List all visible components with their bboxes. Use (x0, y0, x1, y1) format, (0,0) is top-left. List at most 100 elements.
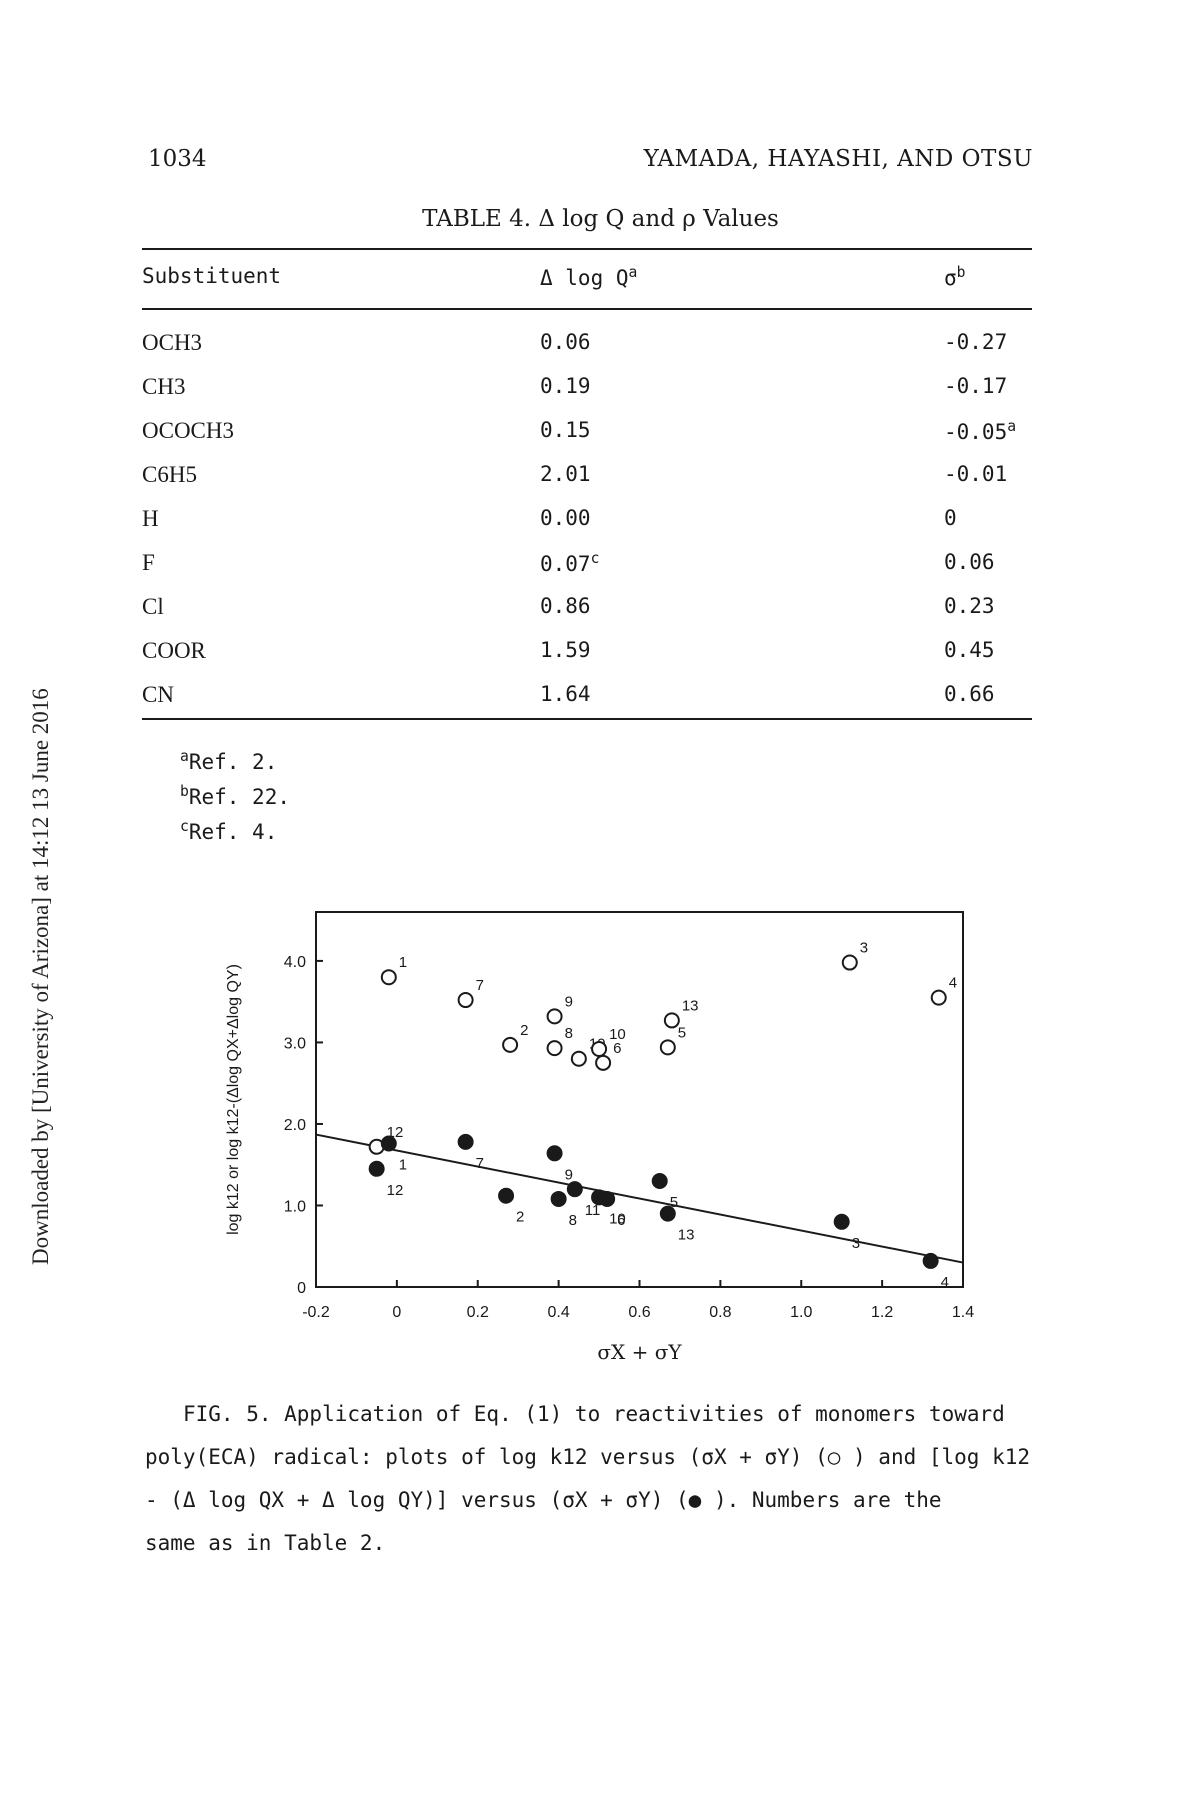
cell-substituent: Cl (142, 594, 164, 619)
open-point (930, 989, 947, 1006)
table-row: COOR 1.59 0.45 (142, 624, 1032, 668)
cell-sigma: 0.06 (944, 550, 995, 574)
point-label: 5 (670, 1194, 678, 1211)
x-tick-label: 0 (392, 1304, 401, 1321)
point-label: 10 (609, 1210, 626, 1227)
cell-delta-logq: 0.19 (540, 374, 591, 398)
point-label: 9 (565, 1166, 573, 1183)
cell-delta-logq: 1.64 (540, 682, 591, 706)
point-label: 4 (941, 1274, 949, 1291)
point-label: 1 (399, 1157, 407, 1174)
point-label: 3 (852, 1235, 860, 1252)
y-tick-label: 1.0 (284, 1198, 306, 1215)
filled-point (922, 1252, 939, 1269)
point-label: 11 (585, 1202, 601, 1219)
cell-substituent: H (142, 506, 159, 531)
cell-delta-logq: 0.86 (540, 594, 591, 618)
cell-delta-logq: 0.15 (540, 418, 591, 442)
scatter-plot: -0.2 0 0.2 0.4 0.6 0.8 1.0 1.2 1.4 0 1.0 2.0 3.0 4.0 σ… (225, 911, 974, 1364)
point-label: 1 (399, 954, 407, 971)
table-row: OCOCH3 0.15 -0.05a (142, 404, 1032, 448)
filled-point (599, 1190, 616, 1207)
filled-point (651, 1173, 668, 1190)
open-point (570, 1050, 587, 1067)
cell-delta-logq: 0.07c (540, 550, 600, 576)
cell-delta-logq: 2.01 (540, 462, 591, 486)
y-tick-label: 3.0 (284, 1035, 306, 1052)
filled-point (368, 1160, 385, 1177)
filled-point (498, 1187, 515, 1204)
plot-frame (315, 911, 964, 1288)
cell-substituent: C6H5 (142, 462, 197, 487)
point-label: 6 (617, 1212, 625, 1229)
figure-5-chart: -0.2 0 0.2 0.4 0.6 0.8 1.0 1.2 1.4 0 1.0 2.0 3.0 4.0 σ… (0, 880, 1200, 1380)
point-label: 6 (613, 1040, 621, 1057)
open-point (595, 1054, 612, 1071)
table-caption: TABLE 4. Δ log Q and ρ Values (148, 206, 1033, 232)
open-point (380, 969, 397, 986)
footnote: cRef. 4. (180, 818, 278, 844)
data-table: Substituent Δ log Qa σb OCH3 0.06 -0.27 CH3… (142, 248, 1032, 720)
filled-point (566, 1181, 583, 1198)
x-tick-label: 0.8 (709, 1304, 731, 1321)
table-row: OCH3 0.06 -0.27 (142, 316, 1032, 360)
regression-line (315, 1133, 964, 1264)
open-point (546, 1040, 563, 1057)
x-axis-label: σX + σY (597, 1340, 682, 1364)
point-label: 7 (476, 1155, 484, 1172)
cell-substituent: F (142, 550, 155, 575)
open-point (457, 992, 474, 1009)
open-point (502, 1036, 519, 1053)
table-caption-text: TABLE 4. Δ log Q and ρ Values (422, 206, 779, 232)
point-label: 12 (387, 1182, 404, 1199)
table-row: C6H5 2.01 -0.01 (142, 448, 1032, 492)
point-label: 8 (565, 1025, 573, 1042)
y-tick-label: 0 (297, 1280, 306, 1297)
cell-sigma: -0.27 (944, 330, 1008, 354)
cell-sigma: 0.23 (944, 594, 995, 618)
point-label: 9 (565, 993, 573, 1010)
page-number: 1034 (148, 146, 207, 172)
cell-delta-logq: 0.00 (540, 506, 591, 530)
x-tick-label: 0.4 (548, 1304, 570, 1321)
point-label: 3 (860, 940, 868, 957)
footnote: aRef. 2. (180, 748, 278, 774)
x-tick-label: -0.2 (302, 1304, 330, 1321)
cell-delta-logq: 1.59 (540, 638, 591, 662)
point-label: 8 (569, 1212, 577, 1229)
header-delta-logq: Δ log Qa (540, 264, 638, 290)
table-bottom-rule (142, 718, 1032, 720)
y-tick-label: 4.0 (284, 954, 306, 971)
caption-line-2: poly(ECA) radical: plots of log k12 vers… (145, 1445, 1031, 1469)
table-row: H 0.00 0 (142, 492, 1032, 536)
open-point (663, 1012, 680, 1029)
table-mid-rule (142, 308, 1032, 310)
point-label: 2 (516, 1209, 524, 1226)
table-row: F 0.07c 0.06 (142, 536, 1032, 580)
filled-point (380, 1135, 397, 1152)
cell-sigma: -0.01 (944, 462, 1008, 486)
x-tick-label: 1.4 (952, 1304, 974, 1321)
point-label: 7 (476, 977, 484, 994)
point-label: 2 (520, 1022, 528, 1039)
point-label: 5 (678, 1024, 686, 1041)
cell-sigma: 0 (944, 506, 957, 530)
cell-sigma: 0.66 (944, 682, 995, 706)
caption-line-4: same as in Table 2. (145, 1531, 386, 1555)
table-top-rule (142, 248, 1032, 250)
cell-sigma: 0.45 (944, 638, 995, 662)
cell-sigma: -0.17 (944, 374, 1008, 398)
caption-line-3: - (Δ log QX + Δ log QY)] versus (σX + σY… (145, 1488, 942, 1512)
table-body: OCH3 0.06 -0.27 CH3 0.19 -0.17 OCOCH3 0.15 -0.05… (142, 310, 1032, 718)
open-point (659, 1039, 676, 1056)
open-point (591, 1040, 608, 1057)
figure-caption: FIG. 5. Application of Eq. (1) to reacti… (145, 1393, 1040, 1565)
x-tick-label: 0.2 (467, 1304, 489, 1321)
open-point (841, 954, 858, 971)
header-sigma: σb (944, 264, 966, 290)
cell-delta-logq: 0.06 (540, 330, 591, 354)
filled-point (546, 1145, 563, 1162)
table-row: Cl 0.86 0.23 (142, 580, 1032, 624)
cell-substituent: OCOCH3 (142, 418, 235, 443)
cell-substituent: CH3 (142, 374, 186, 399)
